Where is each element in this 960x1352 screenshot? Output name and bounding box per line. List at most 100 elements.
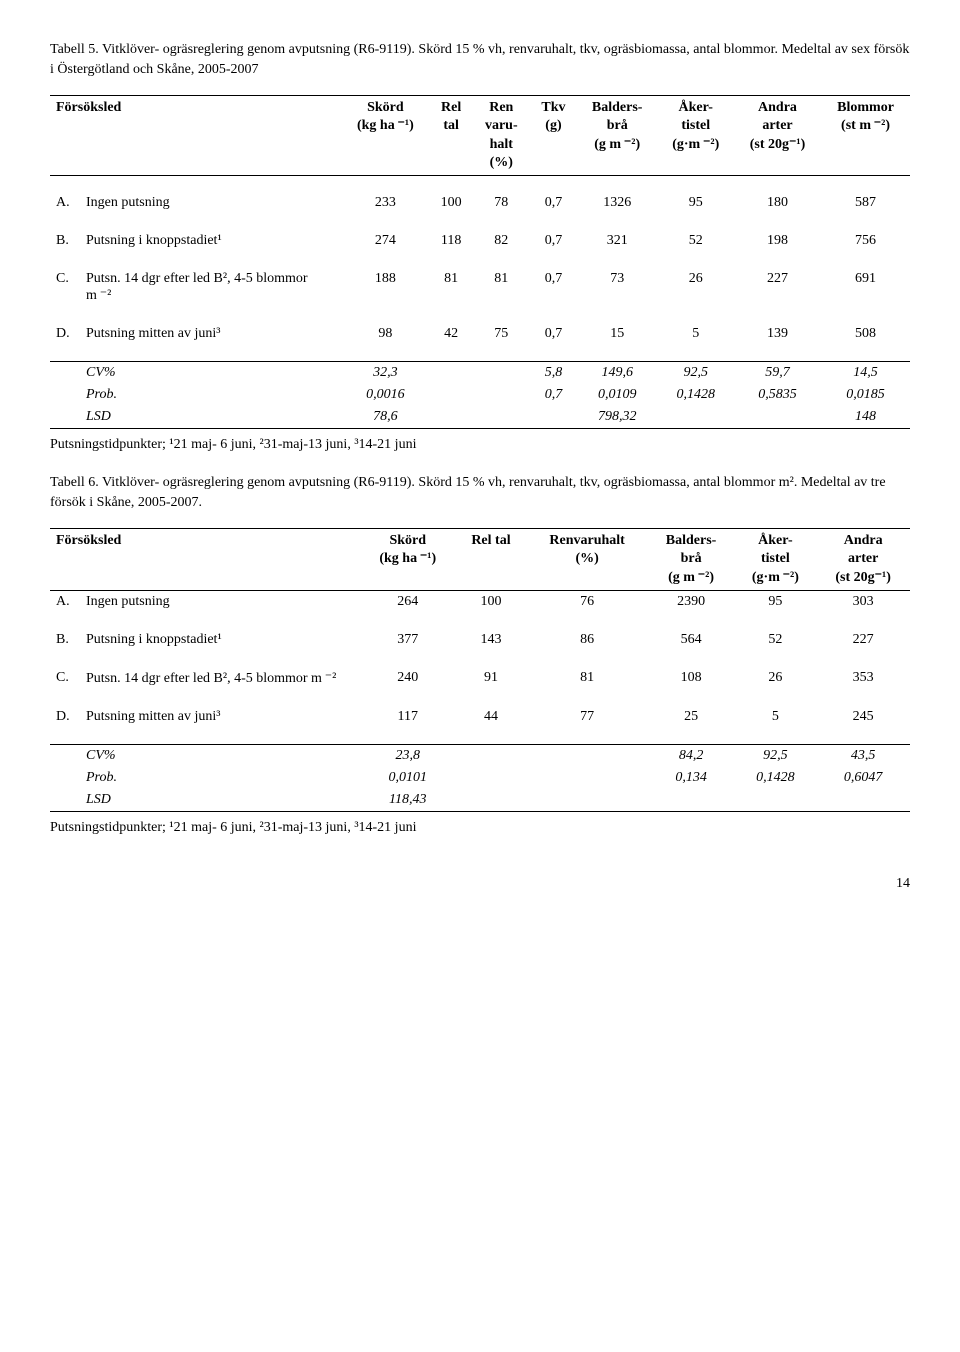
cell: 0,7 — [530, 230, 577, 252]
cell: 227 — [816, 629, 910, 651]
cell: 188 — [341, 268, 430, 307]
t6-h-andra: Andraarter(st 20g⁻¹) — [816, 529, 910, 591]
cell: 240 — [360, 667, 455, 690]
stats-label: Prob. — [80, 767, 360, 789]
stats-label: LSD — [80, 406, 341, 429]
cell: 100 — [455, 590, 526, 613]
stats-label: CV% — [80, 361, 341, 384]
cell: 32,3 — [341, 361, 430, 384]
cell: 73 — [577, 268, 658, 307]
row-label: Putsning mitten av juni³ — [80, 323, 341, 345]
cell: 78,6 — [341, 406, 430, 429]
cell: 75 — [472, 323, 530, 345]
cell: 52 — [658, 230, 734, 252]
cell — [455, 767, 526, 789]
t5-h-blommor: Blommor(st m ⁻²) — [821, 96, 910, 176]
cell — [526, 767, 647, 789]
cell: 81 — [472, 268, 530, 307]
cell — [530, 406, 577, 429]
t5-h-balders: Balders-brå(g m ⁻²) — [577, 96, 658, 176]
cell: 95 — [658, 192, 734, 214]
cell: 42 — [430, 323, 473, 345]
cell: 0,1428 — [734, 767, 816, 789]
row-key: A. — [50, 590, 80, 613]
cell: 0,7 — [530, 268, 577, 307]
cell: 15 — [577, 323, 658, 345]
cell — [430, 384, 473, 406]
cell — [430, 361, 473, 384]
t6-h-ren: Renvaruhalt(%) — [526, 529, 647, 591]
cell: 81 — [430, 268, 473, 307]
cell: 108 — [648, 667, 735, 690]
cell: 44 — [455, 706, 526, 728]
cell — [472, 406, 530, 429]
cell: 321 — [577, 230, 658, 252]
row-key: D. — [50, 323, 80, 345]
t6-h-forsoksled: Försöksled — [50, 529, 360, 591]
cell: 86 — [526, 629, 647, 651]
cell: 227 — [734, 268, 821, 307]
cell: 98 — [341, 323, 430, 345]
cell: 26 — [658, 268, 734, 307]
cell: 264 — [360, 590, 455, 613]
stats-row: CV%32,35,8149,692,559,714,5 — [50, 361, 910, 384]
cell: 84,2 — [648, 744, 735, 767]
row-label: Ingen putsning — [80, 192, 341, 214]
table-row: D.Putsning mitten av juni³9842750,715513… — [50, 323, 910, 345]
cell: 353 — [816, 667, 910, 690]
t6-h-balders: Balders-brå(g m ⁻²) — [648, 529, 735, 591]
cell: 118 — [430, 230, 473, 252]
t6-h-reltal: Rel tal — [455, 529, 526, 591]
cell: 798,32 — [577, 406, 658, 429]
row-key: C. — [50, 667, 80, 690]
stats-row: LSD118,43 — [50, 789, 910, 812]
cell: 0,7 — [530, 384, 577, 406]
row-label: Putsning mitten av juni³ — [80, 706, 360, 728]
row-key: D. — [50, 706, 80, 728]
table-row: C.Putsn. 14 dgr efter led B², 4-5 blommo… — [50, 667, 910, 690]
cell — [648, 789, 735, 812]
cell — [472, 361, 530, 384]
cell: 180 — [734, 192, 821, 214]
cell: 245 — [816, 706, 910, 728]
cell: 0,0109 — [577, 384, 658, 406]
cell: 564 — [648, 629, 735, 651]
cell — [734, 406, 821, 429]
table-row: D.Putsning mitten av juni³1174477255245 — [50, 706, 910, 728]
row-key: B. — [50, 629, 80, 651]
cell: 0,134 — [648, 767, 735, 789]
table5: Försöksled Skörd(kg ha ⁻¹) Reltal Renvar… — [50, 95, 910, 429]
table-row: B.Putsning i knoppstadiet¹274118820,7321… — [50, 230, 910, 252]
cell — [816, 789, 910, 812]
cell: 92,5 — [658, 361, 734, 384]
cell: 149,6 — [577, 361, 658, 384]
cell: 5 — [734, 706, 816, 728]
cell: 0,0016 — [341, 384, 430, 406]
cell: 691 — [821, 268, 910, 307]
cell — [658, 406, 734, 429]
cell: 2390 — [648, 590, 735, 613]
cell: 100 — [430, 192, 473, 214]
table5-footnote: Putsningstidpunkter; ¹21 maj- 6 juni, ²3… — [50, 437, 910, 453]
cell: 95 — [734, 590, 816, 613]
cell: 1326 — [577, 192, 658, 214]
t5-h-tkv: Tkv(g) — [530, 96, 577, 176]
cell: 0,7 — [530, 192, 577, 214]
cell: 198 — [734, 230, 821, 252]
row-label: Putsn. 14 dgr efter led B², 4-5 blommor … — [80, 268, 341, 307]
cell: 148 — [821, 406, 910, 429]
cell: 91 — [455, 667, 526, 690]
cell — [455, 789, 526, 812]
cell: 303 — [816, 590, 910, 613]
cell: 117 — [360, 706, 455, 728]
row-label: Putsning i knoppstadiet¹ — [80, 230, 341, 252]
table6-caption: Tabell 6. Vitklöver- ogräsreglering geno… — [50, 473, 910, 512]
cell: 143 — [455, 629, 526, 651]
table-row: A.Ingen putsning26410076239095303 — [50, 590, 910, 613]
cell — [734, 789, 816, 812]
cell: 76 — [526, 590, 647, 613]
cell: 508 — [821, 323, 910, 345]
cell: 587 — [821, 192, 910, 214]
stats-label: CV% — [80, 744, 360, 767]
cell: 5,8 — [530, 361, 577, 384]
